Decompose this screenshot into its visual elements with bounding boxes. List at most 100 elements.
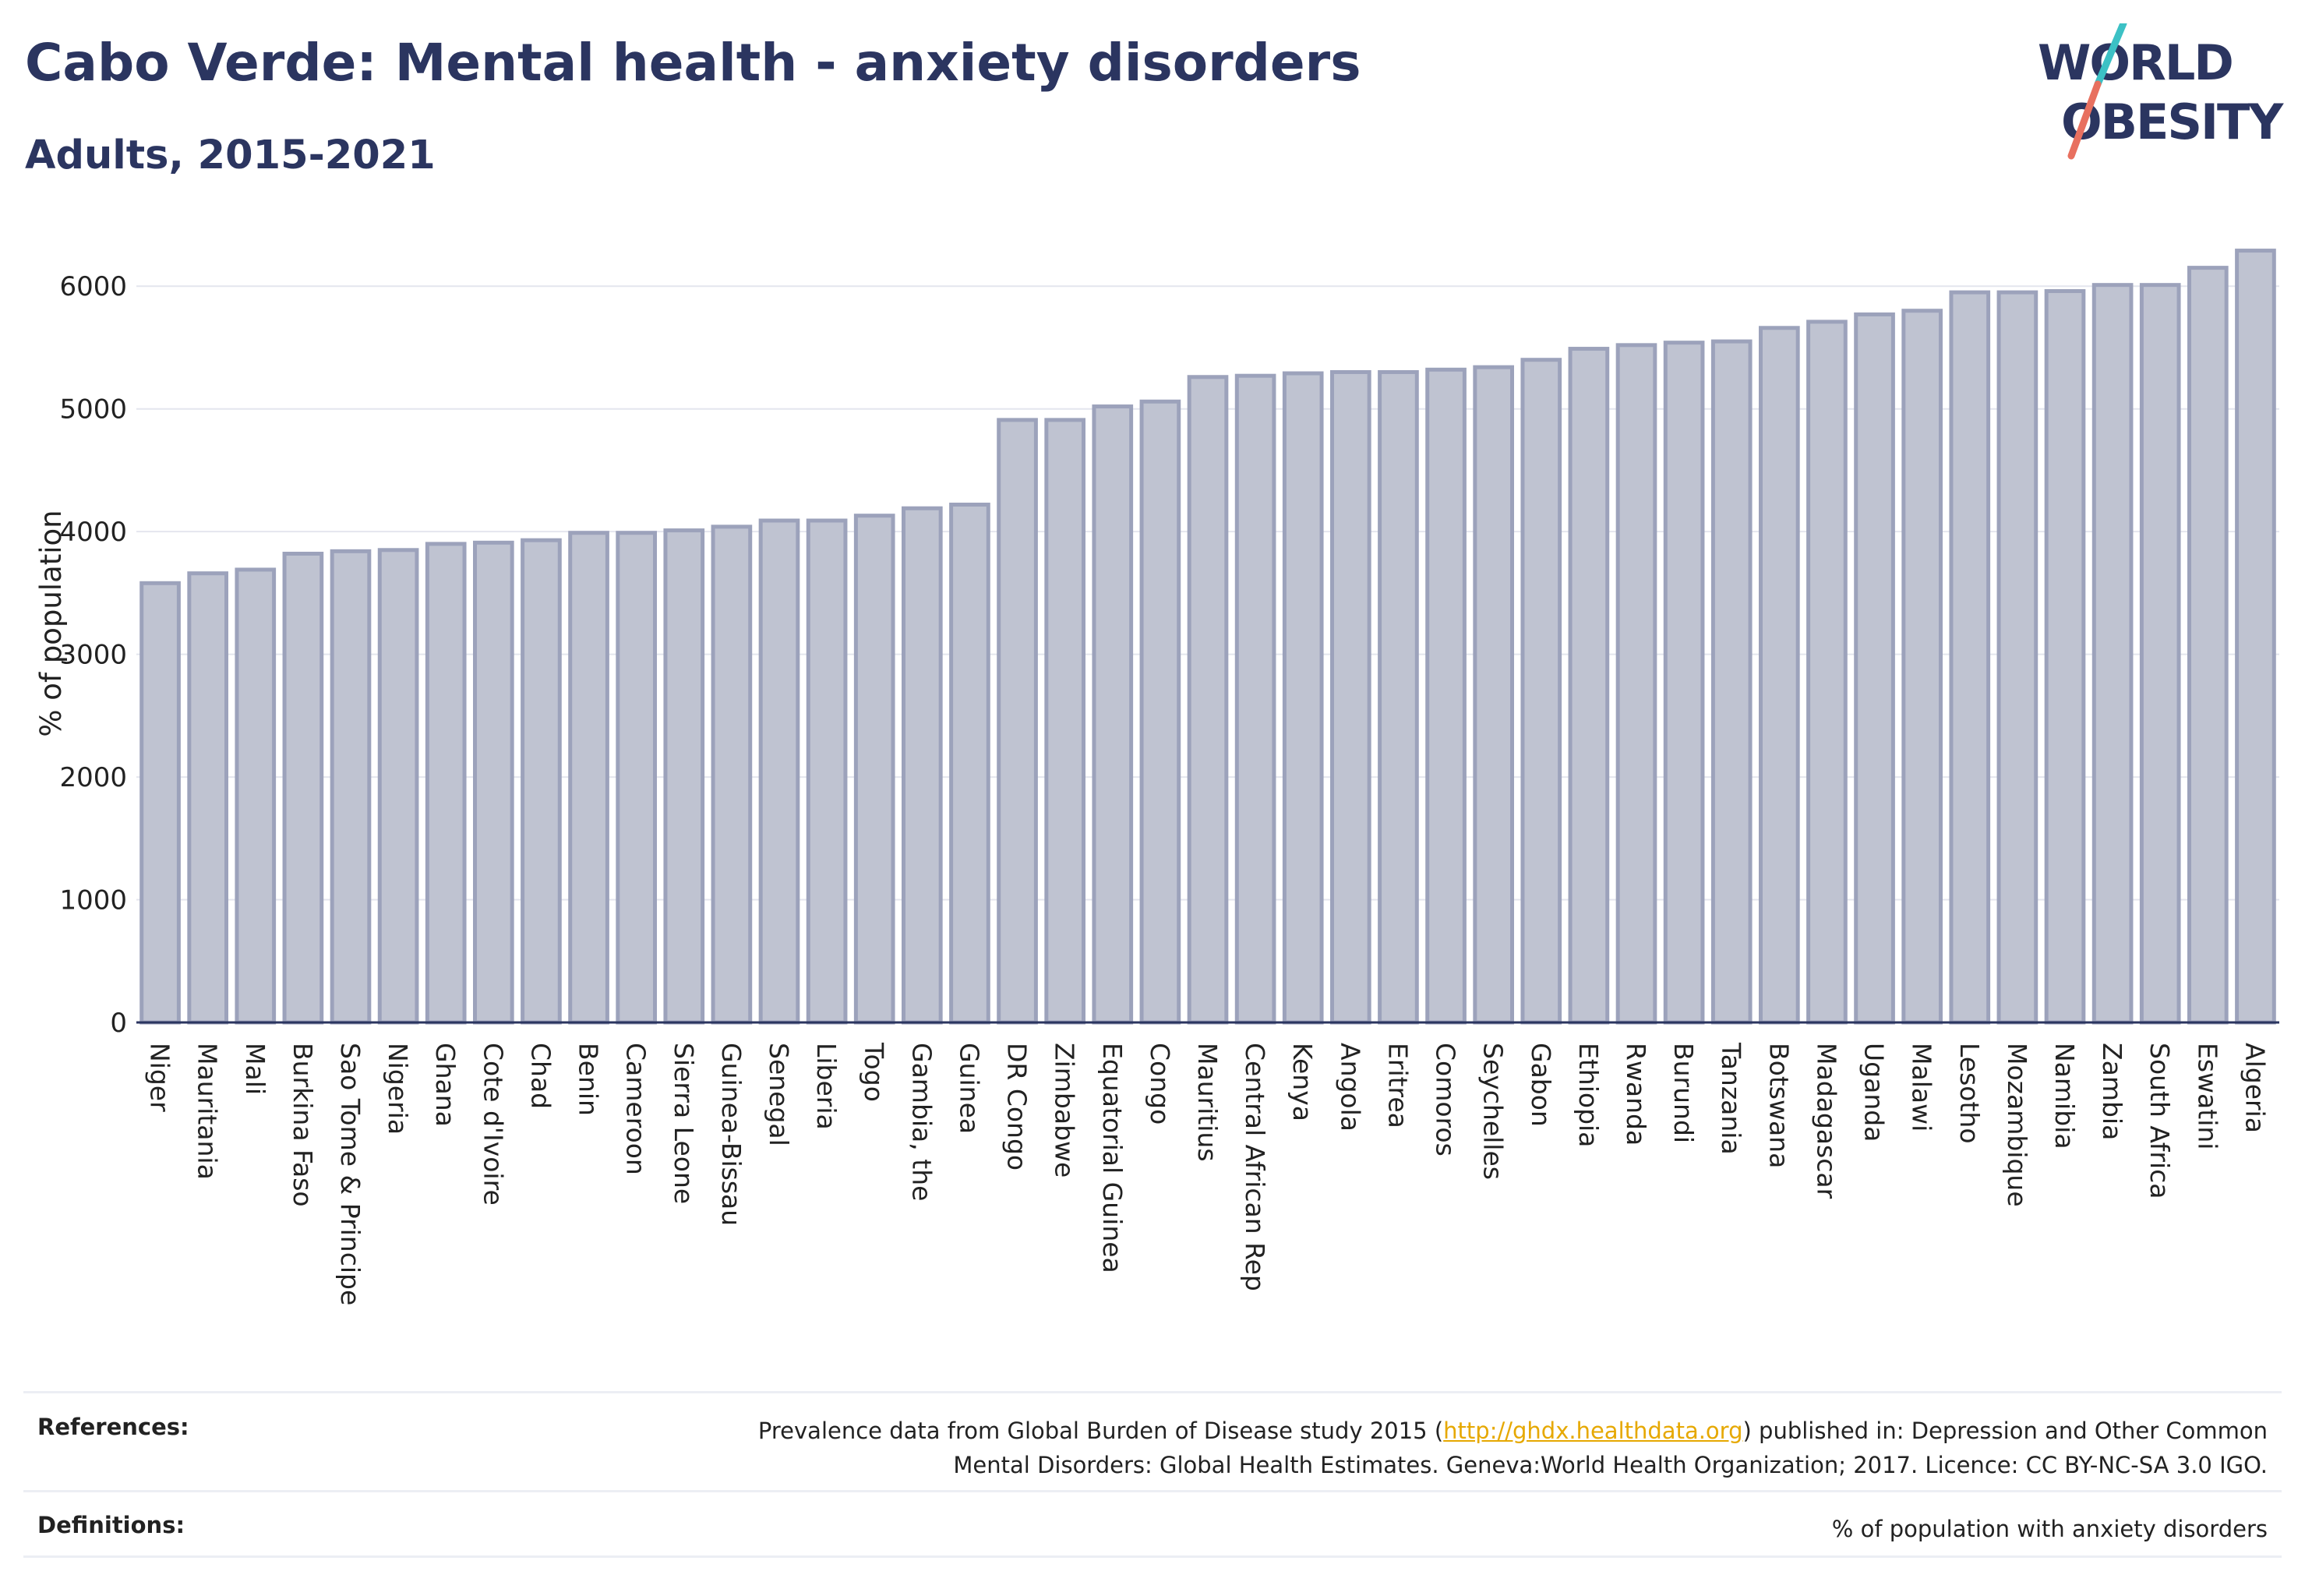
bar-burkina-faso [282,552,324,1025]
bar-ghana [425,542,467,1025]
references-link[interactable]: http://ghdx.healthdata.org [1443,1418,1743,1444]
bar-mauritius [1187,375,1229,1025]
x-tick-label: Rwanda [1621,1043,1651,1146]
x-tick-label: Chad [525,1043,556,1109]
divider [23,1555,2282,1558]
x-tick-label: Malawi [1907,1043,1937,1132]
x-tick-label: Nigeria [383,1043,413,1135]
bar-gambia-the [902,506,943,1025]
chart-title: Cabo Verde: Mental health - anxiety diso… [25,33,1361,93]
x-tick-label: Liberia [811,1043,842,1130]
x-tick-label: Angola [1335,1043,1365,1132]
bar-sao-tome-principe [330,549,372,1025]
logo-text-obesity: OBESITY [2061,94,2284,150]
bar-liberia [806,518,848,1025]
bar-sierra-leone [663,528,705,1025]
references-line2: Mental Disorders: Global Health Estimate… [953,1452,2268,1478]
bar-congo [1139,399,1181,1025]
x-tick-label: Sao Tome & Principe [335,1043,365,1305]
bar-angola [1330,369,1371,1025]
x-tick-label: Seychelles [1478,1043,1509,1180]
y-tick-label: 5000 [59,394,127,425]
y-tick-label: 3000 [59,640,127,671]
logo-text-world: WORLD [2038,34,2233,91]
bar-nigeria [377,548,419,1025]
x-tick-label: Mauritius [1192,1043,1223,1162]
x-tick-labels: Niger Mauritania Mali Burkina Faso Sao Tome … [145,1042,2271,1305]
bar-burundi [1663,341,1705,1025]
x-tick-label: Algeria [2240,1043,2270,1133]
x-tick-label: Mozambique [2002,1043,2032,1207]
bar-chad [521,538,562,1025]
x-tick-label: Lesotho [1954,1043,1985,1144]
chart-subtitle: Adults, 2015-2021 [25,132,436,178]
definitions-section: Definitions: % of population with anxiet… [23,1496,2282,1551]
x-tick-label: Equatorial Guinea [1097,1043,1128,1273]
x-tick-label: Mauritania [192,1043,223,1180]
x-tick-label: Gabon [1526,1043,1556,1127]
x-tick-label: Benin [574,1043,604,1116]
bar-togo [853,514,895,1025]
y-tick-label: 6000 [59,271,127,302]
bar-zimbabwe [1044,418,1086,1025]
bar-botswana [1759,326,1800,1025]
x-tick-label: Zimbabwe [1050,1043,1080,1178]
bar-dr-congo [997,418,1038,1025]
divider [23,1391,2282,1393]
x-tick-label: South Africa [2144,1043,2175,1199]
references-text-start: Prevalence data from Global Burden of Di… [757,1418,1444,1444]
x-tick-label: Cameroon [621,1043,651,1175]
bar-mauritania [187,571,228,1025]
y-tick-label: 4000 [59,517,127,548]
x-tick-label: Congo [1145,1043,1175,1125]
x-tick-label: DR Congo [1002,1043,1032,1171]
x-tick-label: Burundi [1668,1043,1699,1143]
bar-senegal [758,518,800,1025]
bar-eritrea [1378,369,1419,1025]
bar-lesotho [1949,290,1991,1025]
bar-namibia [2044,289,2086,1025]
x-tick-label: Sierra Leone [669,1043,699,1204]
bar-south-africa [2139,283,2181,1025]
x-tick-label: Mali [240,1043,270,1095]
world-obesity-logo: WORLD OBESITY [2038,23,2286,160]
bar-tanzania [1710,339,1753,1025]
bar-guinea-bissau [711,524,753,1025]
bar-seychelles [1473,365,1515,1025]
bar-niger [139,581,181,1025]
bar-algeria [2235,249,2276,1025]
bar-mozambique [1996,290,2038,1025]
bar-equatorial-guinea [1092,404,1134,1025]
bar-malawi [1901,309,1943,1025]
bars [139,249,2276,1025]
definitions-text: % of population with anxiety disorders [1831,1516,2268,1542]
x-tick-label: Togo [859,1042,889,1102]
divider [23,1490,2282,1492]
references-label: References: [37,1414,189,1440]
bar-ethiopia [1568,347,1610,1025]
x-tick-label: Senegal [764,1043,794,1146]
x-tick-label: Madagascar [1811,1043,1841,1199]
bar-eswatini [2187,266,2229,1025]
bar-rwanda [1615,343,1657,1025]
bar-madagascar [1806,320,1848,1025]
x-tick-label: Tanzania [1716,1042,1746,1155]
x-tick-label: Ghana [430,1043,461,1127]
references-text-end: ) published in: Depression and Other Com… [1742,1418,2268,1444]
x-tick-label: Eritrea [1382,1043,1413,1128]
x-tick-label: Eswatini [2192,1043,2222,1149]
bar-cote-d-ivoire [473,540,514,1025]
y-tick-labels: 0 1000 2000 3000 4000 5000 6000 [59,271,127,1039]
bar-mali [235,567,277,1025]
bar-chart: 0 1000 2000 3000 4000 5000 6000 Niger Mauritani… [34,249,2279,1305]
y-tick-label: 1000 [59,885,127,916]
x-tick-label: Gambia, the [906,1043,937,1201]
y-axis-label: % of population [34,510,68,736]
x-tick-label: Central African Rep [1240,1043,1270,1291]
bar-kenya [1282,371,1324,1025]
x-tick-label: Guinea-Bissau [716,1043,747,1226]
x-tick-label: Cote d'Ivoire [478,1043,508,1206]
bar-gabon [1520,358,1562,1025]
bar-guinea [949,503,990,1025]
x-tick-label: Botswana [1763,1043,1794,1168]
